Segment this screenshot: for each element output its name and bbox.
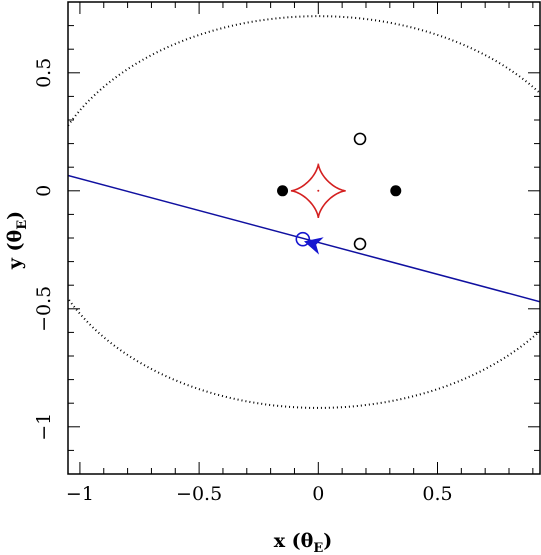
x-tick-label: −0.5: [176, 483, 222, 505]
y-axis-label: y (θE): [4, 211, 30, 270]
direction-arrow: [303, 237, 324, 255]
curves-layer: [68, 15, 540, 409]
x-tick-label: −1: [66, 483, 94, 505]
critical-curve: [68, 15, 540, 409]
y-tick-label: 0: [33, 185, 55, 197]
y-tick-label: −1: [33, 413, 55, 441]
source-trajectory: [68, 174, 540, 303]
points-layer: [277, 132, 402, 255]
lens-2: [390, 185, 402, 197]
lens-1: [277, 185, 289, 197]
source-position: [295, 231, 311, 247]
x-tick-label: 0: [312, 483, 324, 505]
x-axis-label: x (θE): [274, 530, 333, 555]
y-tick-label: −0.5: [33, 286, 55, 332]
y-tick-label: 0.5: [33, 58, 55, 88]
x-tick-label: 0.5: [422, 483, 452, 505]
caustic-curve: [290, 163, 346, 219]
image-2: [353, 237, 367, 251]
image-1: [353, 132, 367, 146]
caustic-center: [317, 189, 320, 192]
axes-layer: −1 −0.5 0 0.5 0.5 0 −0.5 −1: [33, 1, 541, 505]
